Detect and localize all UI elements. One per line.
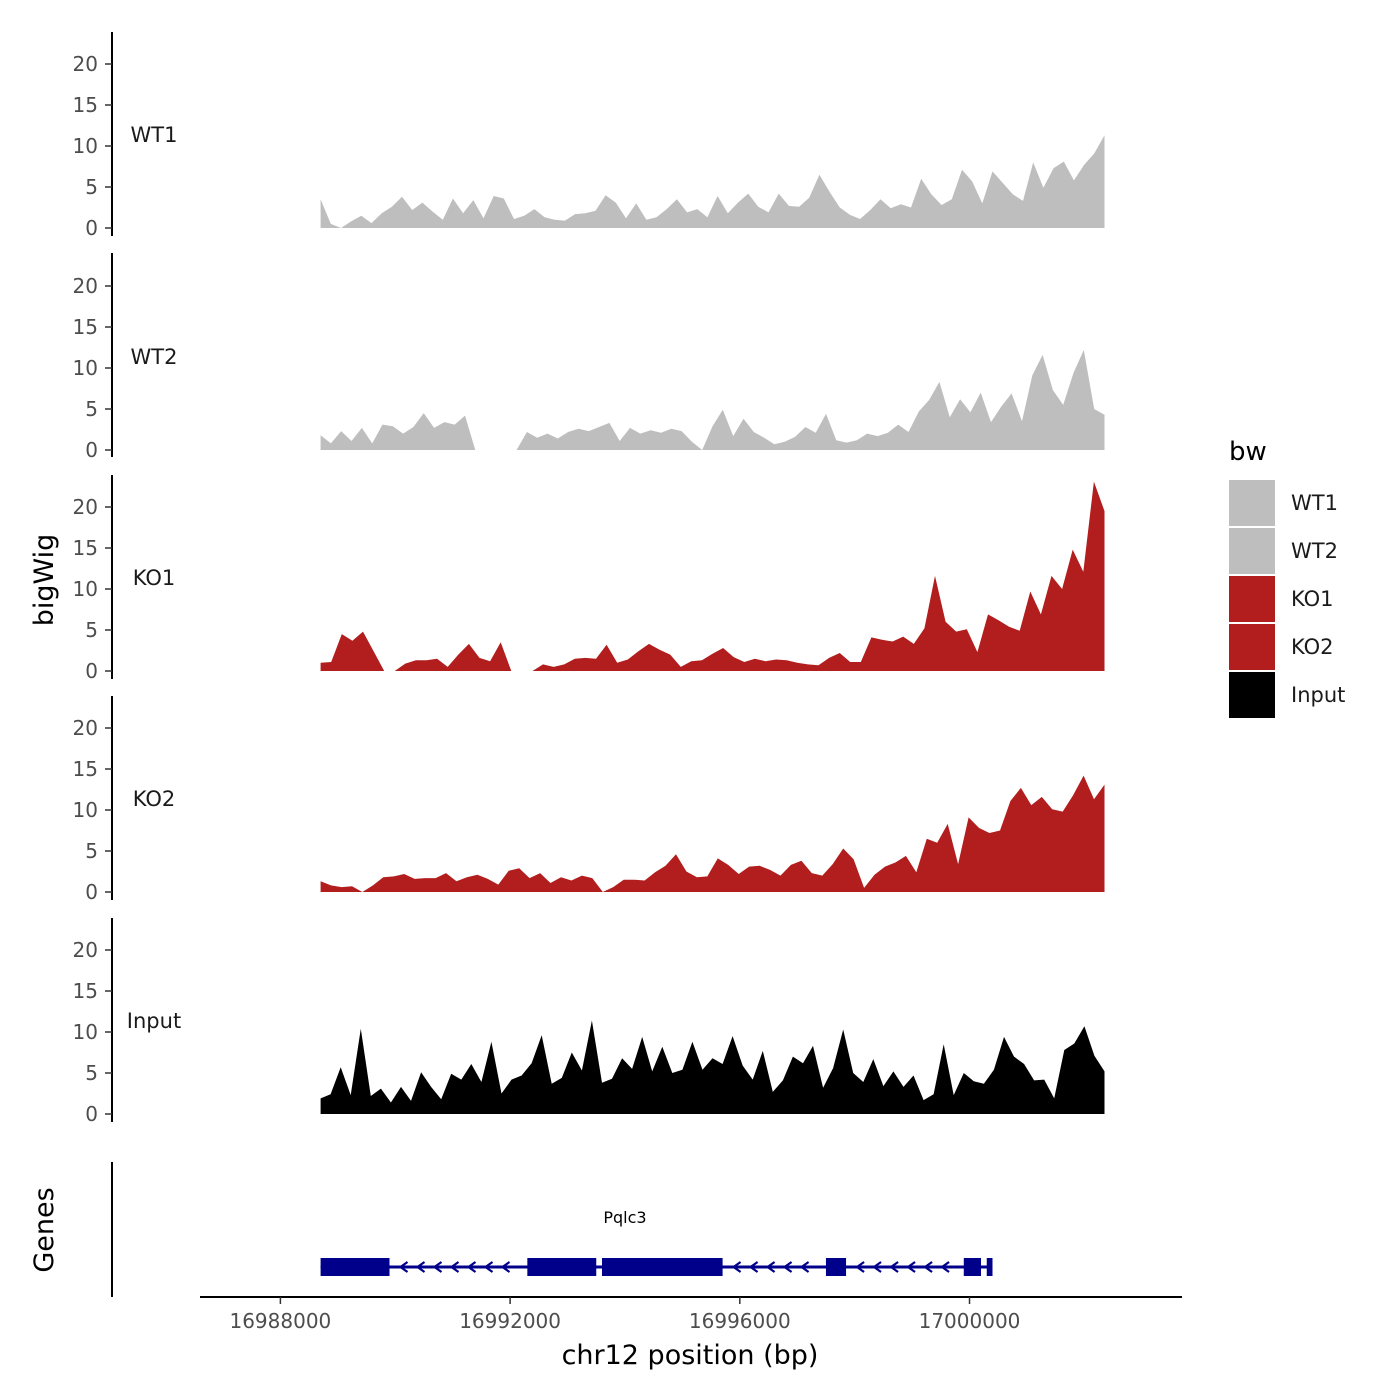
gene-exon — [963, 1258, 982, 1276]
legend-swatch — [1229, 624, 1275, 670]
gene-exon — [986, 1258, 993, 1276]
gene-name-label: Pqlc3 — [603, 1208, 646, 1227]
gene-exon — [527, 1258, 597, 1276]
track-ko1: 0 5 10 15 20 KO1 — [73, 475, 1105, 683]
x-tick-label: 16996000 — [689, 1309, 791, 1333]
y-tick-label: 5 — [85, 839, 98, 863]
y-tick-label: 10 — [73, 577, 98, 601]
track-label: KO1 — [133, 566, 176, 590]
strand-arrow — [940, 1261, 950, 1273]
y-tick-label: 20 — [73, 52, 98, 76]
y-tick-label: 5 — [85, 618, 98, 642]
y-tick-label: 0 — [85, 438, 98, 462]
strand-arrow — [765, 1261, 776, 1273]
gene-exon — [601, 1258, 723, 1276]
y-tick-label: 20 — [73, 274, 98, 298]
strand-arrow — [872, 1261, 882, 1273]
strand-arrow — [731, 1261, 742, 1273]
y-tick-label: 15 — [73, 536, 98, 560]
y-tick-label: 10 — [73, 134, 98, 158]
track-wt2: 0 5 10 15 20 WT2 — [73, 253, 1105, 462]
legend-label: Input — [1291, 683, 1345, 707]
signal-area-wt1 — [320, 135, 1105, 228]
y-tick-label: 0 — [85, 216, 98, 240]
legend-swatch — [1229, 480, 1275, 526]
strand-arrow — [483, 1261, 494, 1273]
x-tick-label: 16992000 — [459, 1309, 561, 1333]
track-label: WT2 — [131, 345, 178, 369]
y-tick-label: 15 — [73, 757, 98, 781]
y-tick-label: 0 — [85, 1102, 98, 1126]
y-tick-label: 0 — [85, 659, 98, 683]
y-axis-title: bigWig — [29, 534, 60, 627]
x-tick-label: 17000000 — [919, 1309, 1021, 1333]
strand-arrow — [855, 1261, 865, 1273]
strand-arrow — [906, 1261, 916, 1273]
genes-panel-title: Genes — [29, 1187, 60, 1272]
track-wt1: 0 5 10 15 20 WT1 — [73, 32, 1105, 240]
x-ticks: 16988000 16992000 16996000 17000000 — [229, 1297, 1020, 1333]
legend-label: KO2 — [1291, 635, 1334, 659]
y-tick-label: 20 — [73, 495, 98, 519]
strand-arrow — [799, 1261, 810, 1273]
gene-model — [320, 1258, 993, 1276]
track-ko2: 0 5 10 15 20 KO2 — [73, 696, 1105, 904]
y-tick-label: 5 — [85, 1061, 98, 1085]
signal-area-input — [320, 1020, 1105, 1114]
signal-tracks: 0 5 10 15 20 WT1 0 5 10 15 20 WT2 0 5 10 15 20 KO1 0 5 10 15 2… — [73, 32, 1105, 1126]
x-tick-label: 16988000 — [229, 1309, 331, 1333]
legend-label: KO1 — [1291, 587, 1334, 611]
gene-exon — [825, 1258, 847, 1276]
strand-arrow — [889, 1261, 899, 1273]
y-tick-label: 0 — [85, 880, 98, 904]
y-tick-label: 15 — [73, 979, 98, 1003]
signal-area-wt2 — [320, 350, 1105, 450]
strand-arrow — [748, 1261, 759, 1273]
signal-area-ko1 — [320, 481, 1105, 671]
track-label: KO2 — [133, 787, 176, 811]
legend-label: WT2 — [1291, 539, 1338, 563]
track-label: Input — [127, 1009, 181, 1033]
strand-arrow — [449, 1261, 460, 1273]
legend-label: WT1 — [1291, 491, 1338, 515]
legend-swatch — [1229, 576, 1275, 622]
y-tick-label: 5 — [85, 397, 98, 421]
strand-arrow — [923, 1261, 933, 1273]
y-tick-label: 10 — [73, 1020, 98, 1044]
track-input: 0 5 10 15 20 Input — [73, 918, 1105, 1126]
y-tick-label: 20 — [73, 716, 98, 740]
strand-arrow — [500, 1261, 511, 1273]
y-tick-label: 10 — [73, 798, 98, 822]
strand-arrow — [415, 1261, 426, 1273]
legend-entries: WT1 WT2 KO1 KO2 Input — [1229, 480, 1345, 718]
strand-arrow — [398, 1261, 409, 1273]
signal-area-ko2 — [320, 775, 1105, 892]
gene-panel: Pqlc3 — [111, 1162, 993, 1297]
x-axis-title: chr12 position (bp) — [562, 1340, 819, 1371]
y-tick-label: 20 — [73, 938, 98, 962]
gene-exon — [320, 1258, 390, 1276]
legend-swatch — [1229, 672, 1275, 718]
y-tick-label: 15 — [73, 315, 98, 339]
y-tick-label: 15 — [73, 93, 98, 117]
strand-arrow — [432, 1261, 443, 1273]
strand-arrow — [782, 1261, 793, 1273]
y-tick-label: 10 — [73, 356, 98, 380]
legend-title: bw — [1229, 437, 1267, 467]
track-label: WT1 — [131, 123, 178, 147]
x-axis: 16988000 16992000 16996000 17000000 chr12 p… — [200, 1296, 1182, 1371]
legend-swatch — [1229, 528, 1275, 574]
strand-arrow — [466, 1261, 477, 1273]
y-tick-label: 5 — [85, 175, 98, 199]
legend: bw WT1 WT2 KO1 KO2 Input — [1229, 437, 1345, 718]
